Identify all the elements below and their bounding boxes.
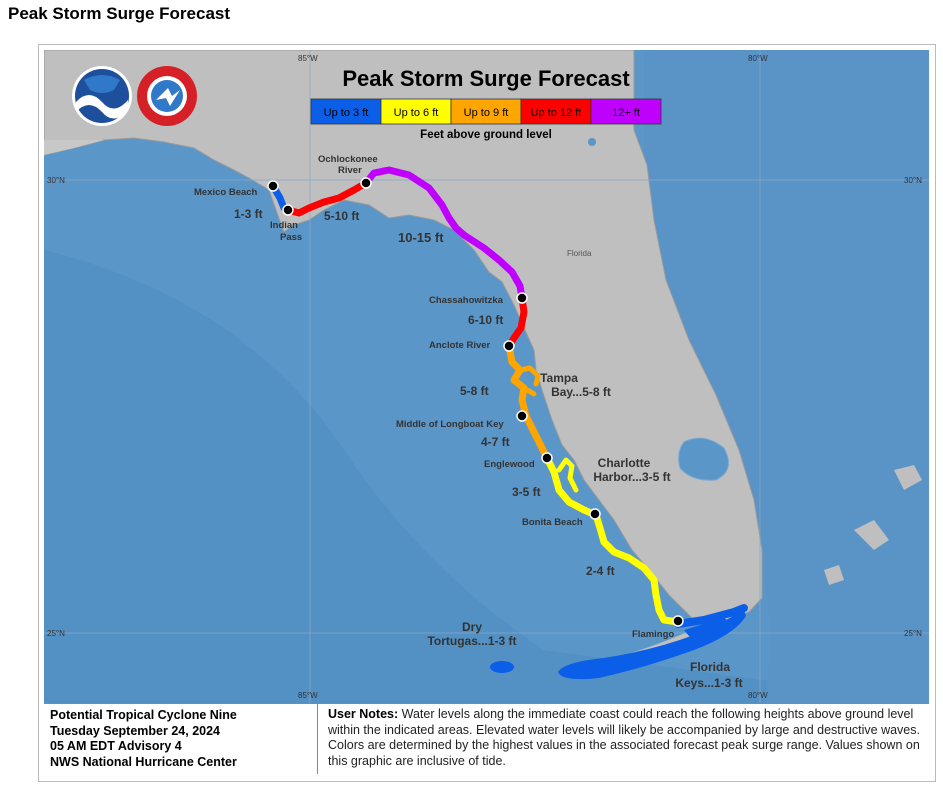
surge-label: 5-10 ft bbox=[324, 209, 359, 223]
marker-anclote-river bbox=[503, 340, 515, 352]
legend-label: Up to 3 ft bbox=[324, 107, 369, 119]
grid-label: 85°W bbox=[298, 691, 318, 700]
surge-label: 4-7 ft bbox=[481, 435, 510, 449]
label-indian-pass: Pass bbox=[280, 232, 302, 243]
surge-label-charlotte-harbor: Charlotte bbox=[598, 456, 651, 470]
marker-indian-pass bbox=[282, 204, 294, 216]
advisory-number: 05 AM EDT Advisory 4 bbox=[50, 739, 182, 753]
storm-name: Potential Tropical Cyclone Nine bbox=[50, 708, 237, 722]
surge-label: 10-15 ft bbox=[398, 230, 444, 245]
label-anclote-river: Anclote River bbox=[429, 340, 491, 351]
grid-label: 80°W bbox=[748, 54, 768, 63]
surge-area-upper-keys bbox=[684, 618, 734, 642]
issuing-center: NWS National Hurricane Center bbox=[50, 754, 237, 769]
user-notes-heading: User Notes: bbox=[328, 707, 399, 721]
user-notes: User Notes: Water levels along the immed… bbox=[320, 704, 929, 774]
surge-label-tampa-bay: Tampa bbox=[540, 371, 578, 385]
advisory-date: Tuesday September 24, 2024 bbox=[50, 723, 220, 738]
surge-label: 2-4 ft bbox=[586, 564, 615, 578]
atlantic-water bbox=[644, 50, 929, 703]
legend-label: Up to 6 ft bbox=[394, 107, 439, 119]
nws-logo bbox=[137, 66, 197, 126]
grid-label: 25°N bbox=[47, 629, 65, 638]
grid-label: 80°W bbox=[748, 691, 768, 700]
surge-label: 5-8 ft bbox=[460, 384, 489, 398]
label-indian-pass: Indian bbox=[270, 220, 298, 231]
legend-swatch bbox=[450, 98, 522, 125]
surge-segment-orange-tampa-bay bbox=[517, 365, 541, 397]
surge-label-florida-keys: Florida bbox=[690, 660, 730, 674]
legend-swatch bbox=[310, 98, 382, 125]
lake bbox=[588, 138, 596, 146]
surge-label: 1-3 ft bbox=[234, 207, 263, 221]
surge-label-florida-keys: Keys...1-3 ft bbox=[675, 676, 742, 690]
label-chassahowitzka: Chassahowitzka bbox=[429, 295, 504, 306]
info-panel: Potential Tropical Cyclone Nine Tuesday … bbox=[44, 703, 929, 776]
label-ochlockonee-river: River bbox=[338, 165, 362, 176]
bahamas bbox=[824, 465, 922, 585]
surge-label-dry-tortugas: Tortugas...1-3 ft bbox=[427, 634, 516, 648]
marker-flamingo bbox=[672, 615, 684, 627]
surge-segment-orange bbox=[505, 342, 551, 462]
lat-lon-grid bbox=[44, 50, 929, 703]
legend-label: Up to 9 ft bbox=[464, 107, 509, 119]
surge-label-tampa-bay: Bay...5-8 ft bbox=[551, 385, 611, 399]
map-title: Peak Storm Surge Forecast bbox=[342, 66, 630, 91]
surge-segment-yellow-charlotte-harbor bbox=[556, 457, 579, 493]
surge-label-dry-tortugas: Dry bbox=[462, 620, 482, 634]
surge-map: 85°W 80°W 30°N 30°N 25°N 25°N 85°W 80°W bbox=[44, 50, 929, 703]
legend-label: 12+ ft bbox=[612, 107, 640, 119]
marker-longboat-key bbox=[516, 410, 528, 422]
surge-segment-yellow bbox=[543, 454, 682, 626]
state-label-florida: Florida bbox=[567, 249, 592, 258]
marker-englewood bbox=[541, 452, 553, 464]
surge-label: 3-5 ft bbox=[512, 485, 541, 499]
legend: Up to 3 ft Up to 6 ft Up to 9 ft Up to 12 f… bbox=[310, 98, 662, 125]
lake-okeechobee bbox=[678, 437, 729, 481]
label-flamingo: Flamingo bbox=[632, 629, 674, 640]
surge-label-charlotte-harbor: Harbor...3-5 ft bbox=[593, 470, 670, 484]
marker-ochlockonee-river bbox=[360, 177, 372, 189]
advisory-info: Potential Tropical Cyclone Nine Tuesday … bbox=[44, 704, 318, 774]
label-ochlockonee-river: Ochlockonee bbox=[318, 154, 378, 165]
surge-segment-red-panhandle bbox=[284, 179, 370, 217]
grid-label: 30°N bbox=[904, 176, 922, 185]
surge-segment-blue-keys bbox=[674, 604, 748, 628]
label-mexico-beach: Mexico Beach bbox=[194, 187, 258, 198]
noaa-logo bbox=[72, 66, 132, 126]
legend-label: Up to 12 ft bbox=[531, 107, 582, 119]
grid-label: 30°N bbox=[47, 176, 65, 185]
label-bonita-beach: Bonita Beach bbox=[522, 517, 583, 528]
label-englewood: Englewood bbox=[484, 459, 535, 470]
legend-caption: Feet above ground level bbox=[420, 129, 552, 141]
marker-bonita-beach bbox=[589, 508, 601, 520]
marker-mexico-beach bbox=[267, 180, 279, 192]
legend-swatch bbox=[520, 98, 592, 125]
grid-label: 85°W bbox=[298, 54, 318, 63]
surge-segment-purple bbox=[362, 166, 526, 302]
land-shade bbox=[44, 140, 104, 155]
marker-chassahowitzka bbox=[516, 292, 528, 304]
label-longboat-key: Middle of Longboat Key bbox=[396, 419, 504, 430]
surge-segment-red-nature-coast bbox=[505, 294, 528, 350]
surge-label: 6-10 ft bbox=[468, 313, 503, 327]
page-title: Peak Storm Surge Forecast bbox=[8, 4, 231, 23]
user-notes-text: Water levels along the immediate coast c… bbox=[328, 707, 920, 768]
legend-swatch bbox=[590, 98, 662, 125]
grid-label: 25°N bbox=[904, 629, 922, 638]
surge-area-florida-keys bbox=[558, 610, 746, 680]
deep-water bbox=[44, 250, 929, 703]
surge-area-dry-tortugas bbox=[490, 661, 514, 673]
